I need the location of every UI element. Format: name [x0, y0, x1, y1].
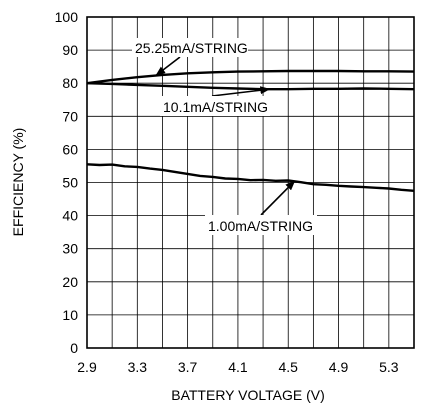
series-line-3 — [86, 163, 415, 192]
y-tick-label: 30 — [62, 241, 78, 257]
x-tick-label: 4.9 — [329, 359, 349, 375]
annotation-background — [205, 215, 317, 235]
x-tick-label: 4.5 — [278, 359, 298, 375]
x-tick-label: 3.7 — [178, 359, 198, 375]
grid — [87, 17, 414, 348]
annotation-arrow — [155, 56, 181, 76]
series-lines — [86, 69, 415, 192]
series-line-1 — [86, 69, 415, 85]
annotation-label: 1.00mA/STRING — [208, 218, 313, 234]
y-tick-label: 80 — [62, 75, 78, 91]
y-tick-label: 90 — [62, 42, 78, 58]
x-tick-label: 5.3 — [379, 359, 399, 375]
plot-frame — [86, 16, 415, 349]
annotation-label: 25.25mA/STRING — [135, 40, 248, 56]
annotation-arrow — [260, 180, 296, 216]
y-tick-label: 0 — [70, 340, 78, 356]
y-tick-label: 70 — [62, 108, 78, 124]
y-tick-label: 50 — [62, 175, 78, 191]
annotation-label: 10.1mA/STRING — [163, 99, 268, 115]
y-tick-label: 20 — [62, 274, 78, 290]
annotation-background — [160, 96, 270, 116]
y-axis-label: EFFICIENCY (%) — [10, 128, 26, 237]
y-tick-label: 60 — [62, 141, 78, 157]
annotations: 25.25mA/STRING 10.1mA/STRING 1.00mA/STRING — [132, 38, 317, 235]
tick-labels: 0 10 20 30 40 50 60 70 80 90 100 2.9 3.3 3.7 4.1 4.5 4.9… — [55, 9, 399, 375]
y-tick-label: 10 — [62, 307, 78, 323]
annotation-background — [132, 38, 248, 57]
x-tick-label: 2.9 — [77, 359, 97, 375]
x-axis-label: BATTERY VOLTAGE (V) — [171, 387, 325, 403]
x-tick-label: 4.1 — [228, 359, 248, 375]
annotation-arrow — [211, 86, 271, 97]
series-line-2 — [86, 82, 415, 91]
x-tick-label: 3.3 — [128, 359, 148, 375]
y-tick-label: 100 — [55, 9, 79, 25]
y-tick-label: 40 — [62, 208, 78, 224]
